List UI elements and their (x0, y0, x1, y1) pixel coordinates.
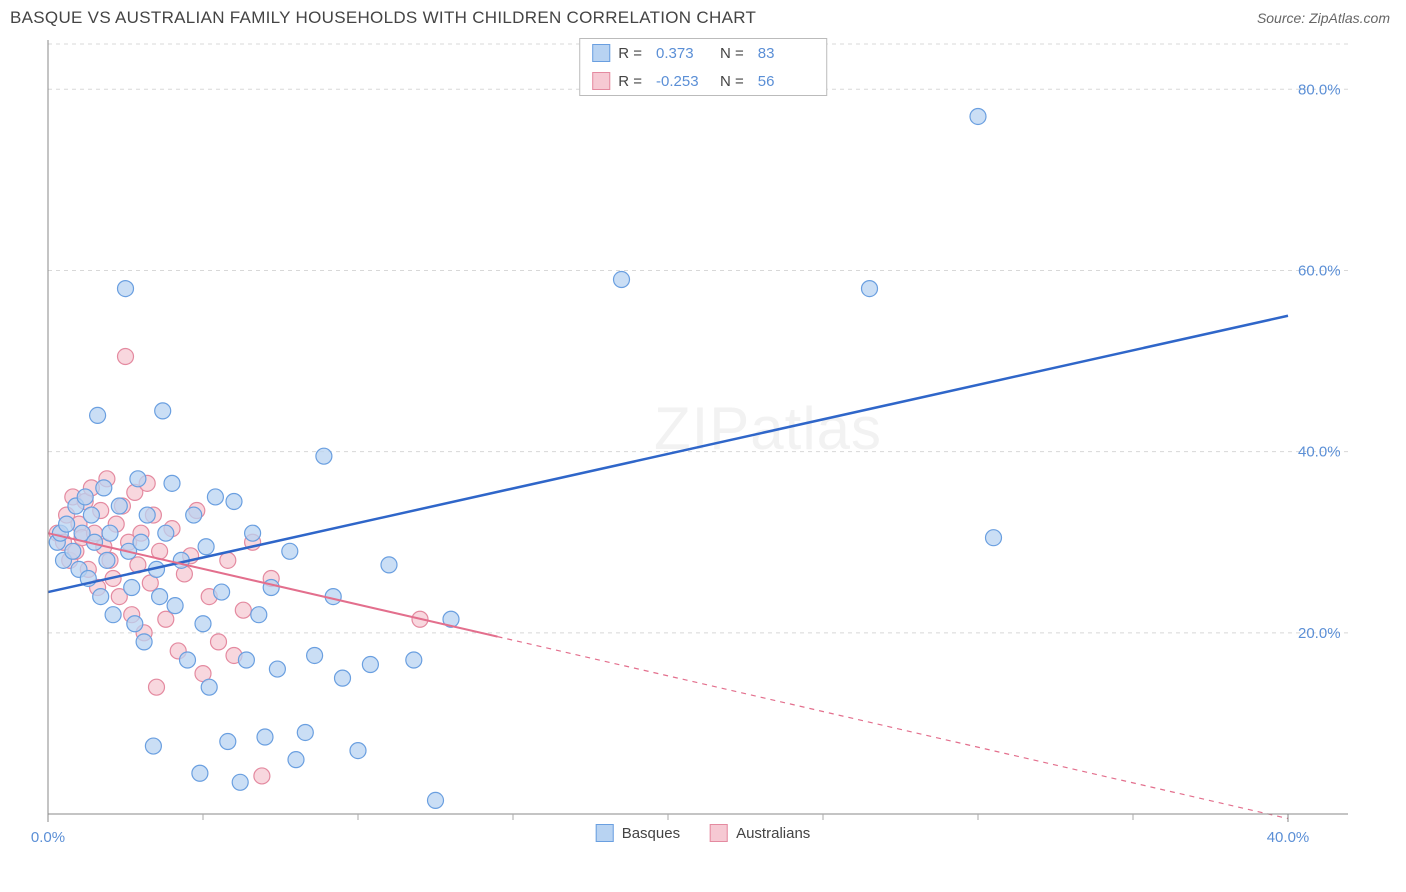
legend-stat-row: R = -0.253 N = 56 (580, 67, 826, 95)
legend-series-item: Australians (710, 824, 810, 842)
legend-series-name: Australians (736, 825, 810, 842)
legend-n-label: N = (720, 73, 744, 90)
source-name: ZipAtlas.com (1309, 10, 1390, 26)
legend-swatch (596, 824, 614, 842)
legend-series-item: Basques (596, 824, 680, 842)
chart-title: BASQUE VS AUSTRALIAN FAMILY HOUSEHOLDS W… (10, 8, 756, 28)
correlation-legend: R = 0.373 N = 83 R = -0.253 N = 56 (579, 38, 827, 96)
series-legend: Basques Australians (596, 824, 811, 842)
legend-r-value: 0.373 (656, 45, 712, 62)
svg-text:80.0%: 80.0% (1298, 81, 1341, 98)
svg-text:40.0%: 40.0% (1298, 444, 1341, 461)
legend-series-name: Basques (622, 825, 680, 842)
chart-header: BASQUE VS AUSTRALIAN FAMILY HOUSEHOLDS W… (0, 0, 1406, 34)
chart-area: Family Households with Children R =0.373… (8, 34, 1398, 886)
source-prefix: Source: (1257, 10, 1309, 26)
svg-text:60.0%: 60.0% (1298, 262, 1341, 279)
legend-n-value: 56 (758, 73, 814, 90)
svg-text:20.0%: 20.0% (1298, 625, 1341, 642)
svg-text:0.0%: 0.0% (31, 829, 65, 846)
legend-swatch (710, 824, 728, 842)
svg-text:ZIPatlas: ZIPatlas (654, 395, 882, 462)
legend-swatch (592, 72, 610, 90)
legend-n-label: N = (720, 45, 744, 62)
legend-r-label: R = (618, 73, 642, 90)
legend-r-label: R = (618, 45, 642, 62)
svg-text:40.0%: 40.0% (1267, 829, 1310, 846)
scatter-chart: 20.0% 40.0% 60.0% 80.0% ZIPatlas 0.0% 40.0% (8, 34, 1354, 886)
legend-n-value: 83 (758, 45, 814, 62)
legend-swatch (592, 44, 610, 62)
chart-source: Source: ZipAtlas.com (1257, 10, 1390, 26)
legend-stat-row: R = 0.373 N = 83 (580, 39, 826, 67)
legend-r-value: -0.253 (656, 73, 712, 90)
